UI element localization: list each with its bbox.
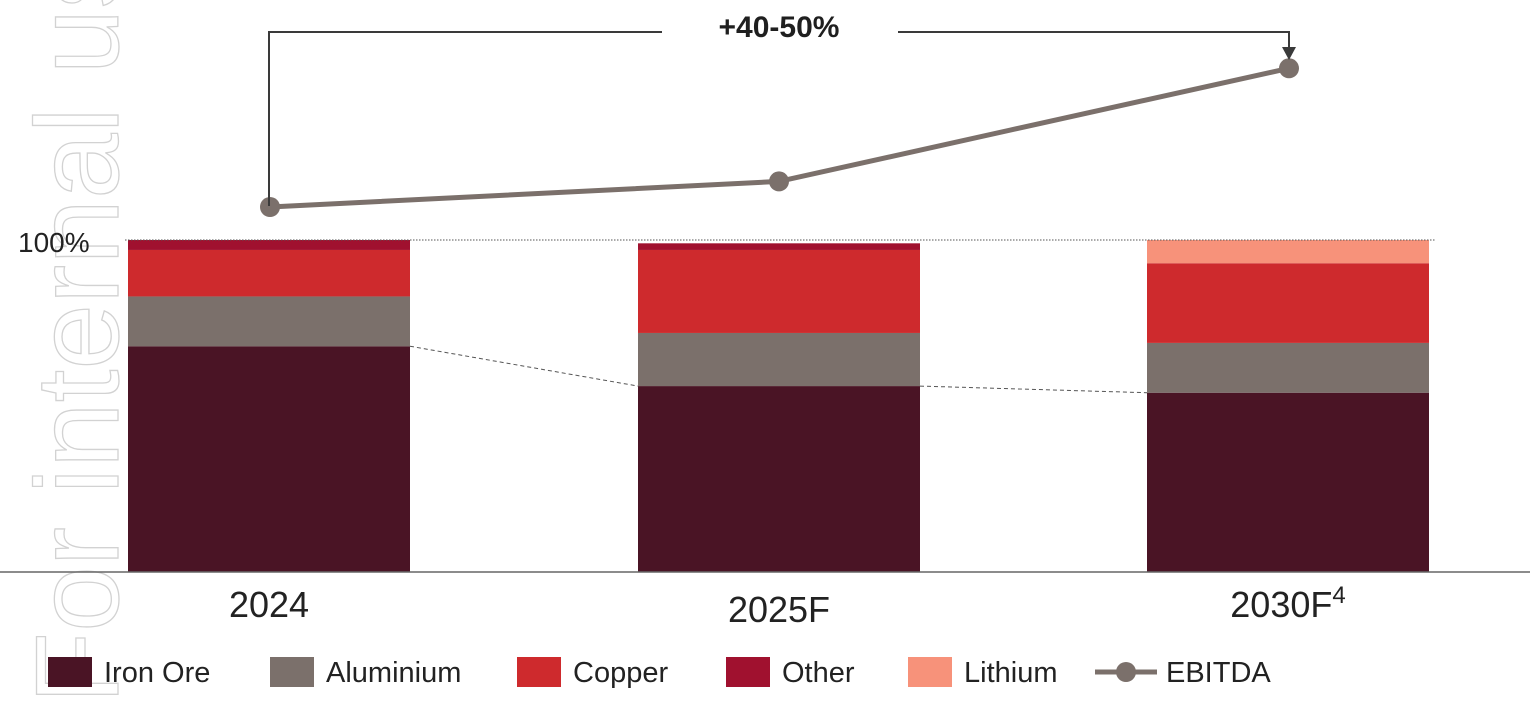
legend-label-aluminium: Aluminium xyxy=(326,657,461,689)
legend-swatch-aluminium xyxy=(270,657,314,687)
legend-label-iron-ore: Iron Ore xyxy=(104,657,210,689)
ebitda-point xyxy=(769,171,789,192)
legend-label-copper: Copper xyxy=(573,657,668,689)
x-tick-label: 2030F4 xyxy=(1230,582,1345,625)
legend-label-ebitda: EBITDA xyxy=(1166,657,1271,689)
ytick-100-label: 100% xyxy=(18,227,90,258)
legend-swatch-other xyxy=(726,657,770,687)
bar-segment-copper xyxy=(638,249,920,333)
iron-ore-connector-line xyxy=(409,345,639,387)
annotation-arrow-head xyxy=(1282,47,1296,60)
bar-segment-iron-ore xyxy=(638,386,920,572)
bar-segment-iron-ore xyxy=(1147,392,1429,572)
annotation-bracket-left xyxy=(268,31,662,206)
bar-segment-aluminium xyxy=(128,296,410,347)
bar-segment-aluminium xyxy=(638,332,920,387)
ebitda-line-group xyxy=(260,58,1299,217)
legend-swatch-copper xyxy=(517,657,561,687)
legend-swatch-ebitda-marker xyxy=(1116,662,1136,682)
annotation-bracket-right xyxy=(898,31,1290,48)
legend-swatch-iron-ore xyxy=(48,657,92,687)
x-tick-label: 2025F xyxy=(728,589,830,630)
bar-segment-lithium xyxy=(1147,240,1429,264)
ebitda-point xyxy=(1279,58,1299,79)
legend-label-lithium: Lithium xyxy=(964,657,1058,689)
bar-segment-copper xyxy=(128,249,410,297)
annotation-label: +40-50% xyxy=(719,11,840,44)
x-tick-label: 2024 xyxy=(229,584,309,625)
legend-label-other: Other xyxy=(782,657,855,689)
legend: Iron Ore Aluminium Copper Other Lithium EBITD… xyxy=(48,657,1271,689)
bars-group xyxy=(128,240,1429,572)
watermark-text: For internal use only xyxy=(12,0,144,704)
ebitda-point xyxy=(260,197,280,217)
x-tick-label-superscript: 4 xyxy=(1332,582,1345,609)
growth-annotation: +40-50% xyxy=(268,11,1296,206)
bar-segment-other xyxy=(638,243,920,250)
connectors-group xyxy=(409,345,1148,394)
bar-segment-iron-ore xyxy=(128,346,410,572)
legend-swatch-lithium xyxy=(908,657,952,687)
iron-ore-connector-line xyxy=(919,385,1148,394)
bar-segment-other xyxy=(128,240,410,250)
x-tick-label-base: 2030F xyxy=(1230,584,1332,625)
bar-segment-aluminium xyxy=(1147,342,1429,393)
bar-segment-copper xyxy=(1147,263,1429,343)
